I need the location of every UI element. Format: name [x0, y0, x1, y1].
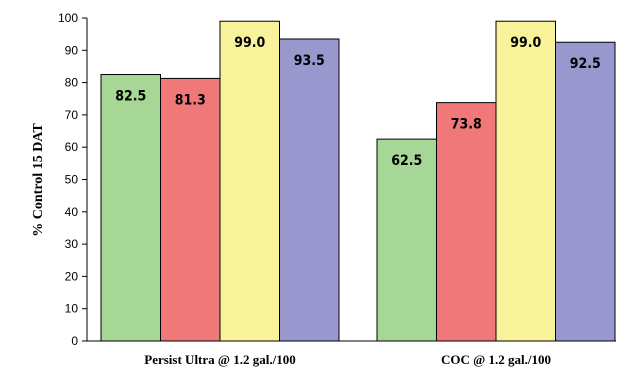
y-tick-label: 0: [71, 334, 78, 348]
data-label: 73.8: [451, 117, 482, 133]
y-tick-label: 90: [65, 43, 79, 57]
data-label: 82.5: [115, 89, 146, 105]
y-tick-label: 30: [65, 237, 79, 251]
y-tick-label: 80: [65, 76, 79, 90]
x-axis: Persist Ultra @ 1.2 gal./100 COC @ 1.2 ga…: [144, 352, 551, 367]
data-label: 62.5: [391, 153, 422, 169]
y-tick-label: 40: [65, 205, 79, 219]
data-labels: 82.5 62.5 81.3 73.8 99.0 99.0 93.5 92.5: [115, 35, 601, 169]
y-tick-label: 100: [58, 11, 78, 25]
bars: [100, 20, 616, 342]
bar: [279, 38, 340, 342]
bar: [436, 102, 497, 342]
data-label: 92.5: [570, 56, 601, 72]
bar: [555, 41, 616, 342]
y-tick-label: 70: [65, 108, 79, 122]
data-label: 93.5: [294, 53, 325, 69]
bar: [495, 20, 556, 342]
bar: [376, 138, 437, 342]
data-label: 99.0: [234, 35, 265, 51]
bar: [219, 20, 280, 342]
x-category-label: COC @ 1.2 gal./100: [441, 352, 551, 367]
bar: [100, 74, 161, 342]
y-axis: 0 10 20 30 40 50 60 70 80 90 100: [58, 11, 87, 348]
y-tick-label: 50: [65, 173, 79, 187]
bar: [160, 77, 221, 342]
y-tick-label: 60: [65, 140, 79, 154]
data-label: 99.0: [510, 35, 541, 51]
x-category-label: Persist Ultra @ 1.2 gal./100: [144, 352, 295, 367]
y-axis-label: % Control 15 DAT: [31, 123, 46, 237]
y-tick-label: 10: [65, 302, 79, 316]
y-tick-label: 20: [65, 269, 79, 283]
data-label: 81.3: [175, 92, 206, 108]
